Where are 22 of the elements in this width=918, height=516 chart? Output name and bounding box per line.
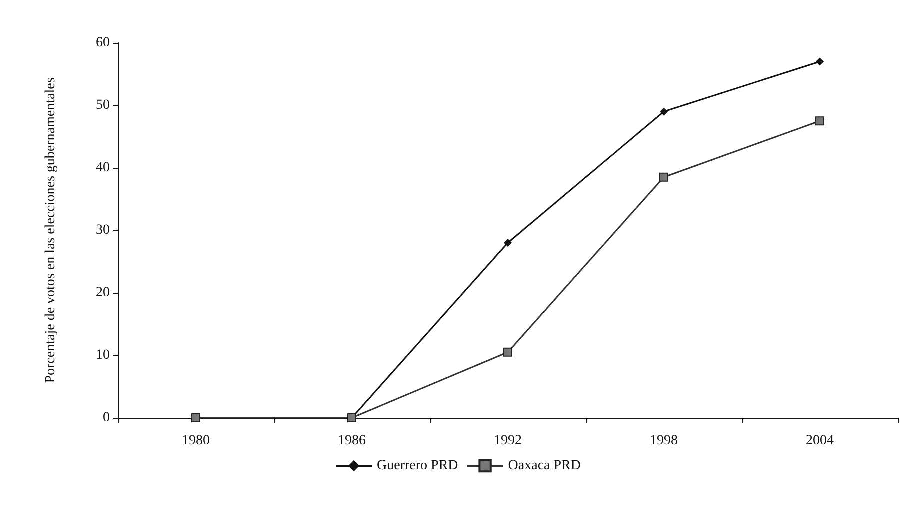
x-tick-label: 1986 (338, 434, 366, 448)
y-tick-label: 20 (96, 286, 110, 300)
legend-label: Oaxaca PRD (508, 458, 581, 474)
x-tick-label: 1998 (650, 434, 678, 448)
point (660, 172, 668, 182)
y-tick-label: 0 (103, 410, 110, 426)
x-tick-label: 1992 (494, 434, 522, 448)
point (504, 348, 512, 357)
point (816, 116, 824, 126)
y-tick-label: 50 (96, 98, 110, 113)
legend-label: Guerrero PRD (377, 458, 458, 474)
x-tick-label: 2004 (806, 434, 834, 448)
point (660, 108, 668, 116)
point (504, 239, 512, 247)
x-tick-label: 1980 (182, 434, 210, 448)
point (192, 414, 200, 422)
y-tick-label: 30 (96, 223, 110, 238)
y-tick-label: 10 (96, 348, 110, 363)
y-axis-title: Porcentaje de votos en las elecciones gubernamentales (44, 78, 58, 384)
y-tick-label: 60 (96, 36, 110, 50)
y-tick-label: 40 (96, 160, 110, 176)
point (816, 58, 824, 66)
